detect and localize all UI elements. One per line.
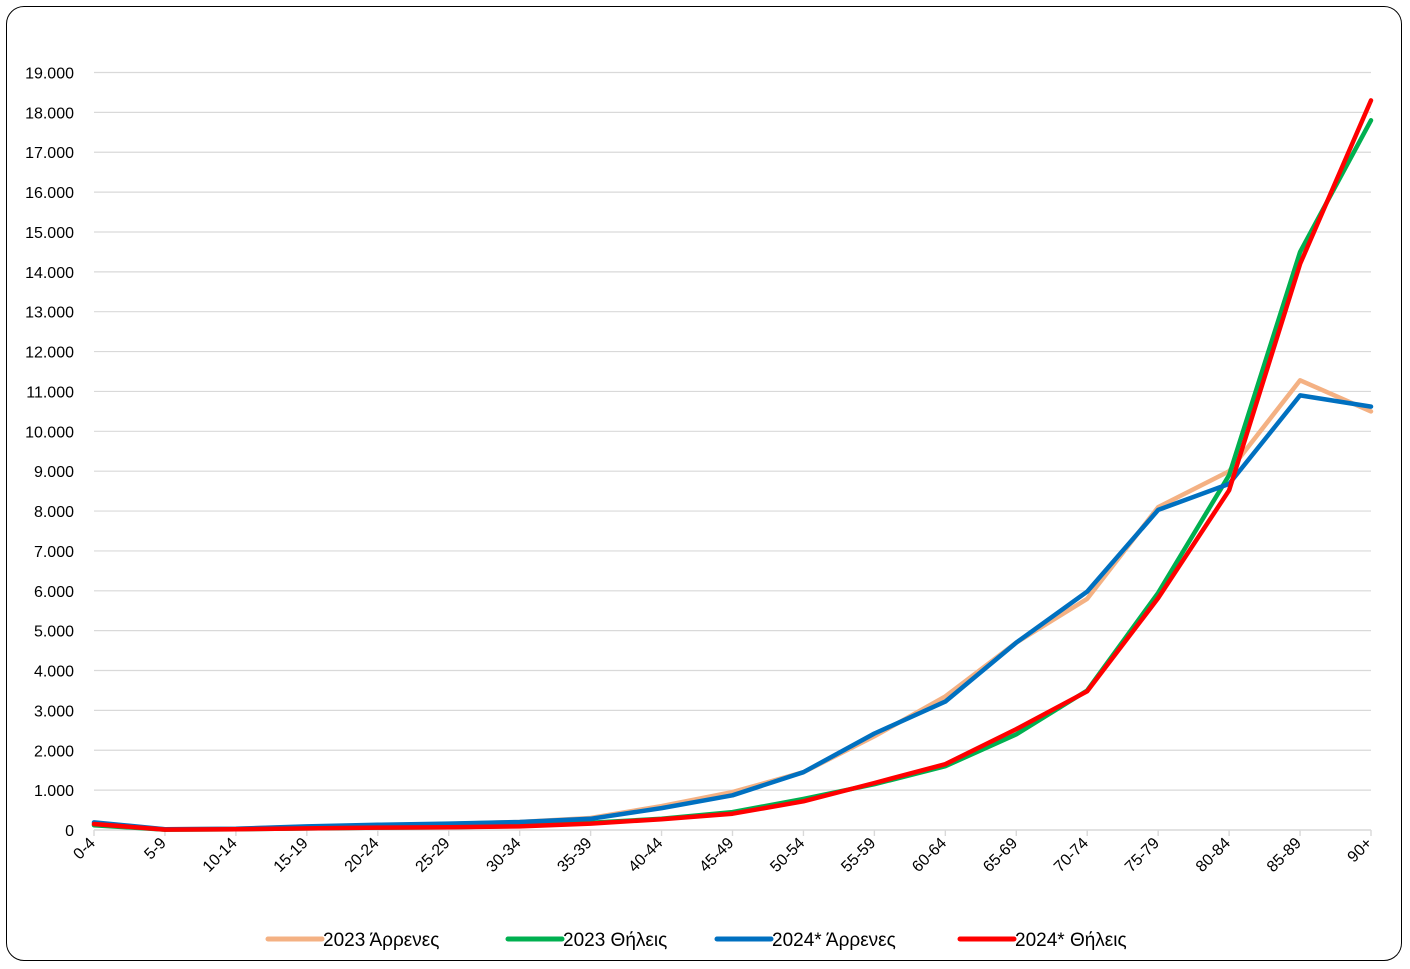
x-tick-label: 80-84: [1193, 835, 1234, 876]
x-tick-label: 55-59: [838, 835, 879, 876]
y-axis: 0 1.000 2.000 3.000 4.000 5.000 6.000 7.000 8.00…: [25, 66, 74, 841]
x-tick-label: 30-34: [484, 835, 525, 876]
legend-label: 2024* Άρρενες: [772, 930, 896, 951]
y-tick-label: 11.000: [26, 384, 74, 401]
legend-item: 2024* Άρρενες: [714, 930, 896, 951]
x-tick-label: 15-19: [271, 835, 312, 876]
legend-item: 2023 Θήλεις: [505, 930, 667, 951]
x-tick-label: 85-89: [1264, 835, 1305, 876]
y-tick-label: 10.000: [25, 424, 74, 441]
y-tick-label: 8.000: [34, 504, 74, 521]
series-line-3: [91, 393, 1374, 832]
x-tick-label: 50-54: [767, 835, 808, 876]
y-tick-label: 5.000: [34, 624, 74, 641]
x-tick-label: 90+: [1345, 835, 1376, 866]
y-tick-label: 4.000: [34, 664, 74, 681]
x-tick-label: 65-69: [980, 835, 1021, 876]
series-line-1: [91, 378, 1374, 832]
gridlines: [94, 71, 1371, 791]
y-tick-label: 14.000: [25, 265, 74, 282]
y-tick-label: 0: [65, 823, 74, 840]
legend: 2023 Άρρενες 2023 Θήλεις 2024* Άρρενες 2024…: [265, 930, 1127, 951]
x-tick-label: 45-49: [696, 835, 737, 876]
x-tick-label: 60-64: [909, 835, 950, 876]
y-tick-label: 15.000: [25, 225, 74, 242]
x-tick-label: 75-79: [1122, 835, 1163, 876]
x-axis: 0-4 5-9 10-14 15-19 20-24 25-29 30-34 35-39 40-4…: [70, 829, 1376, 876]
series-line-4: [91, 98, 1374, 832]
y-tick-label: 19.000: [25, 66, 74, 83]
y-tick-label: 16.000: [25, 185, 74, 202]
x-tick-label: 20-24: [342, 835, 383, 876]
y-tick-label: 18.000: [25, 105, 74, 122]
y-tick-label: 6.000: [34, 584, 74, 601]
x-tick-label: 5-9: [141, 835, 169, 863]
y-tick-label: 12.000: [25, 345, 74, 362]
y-tick-label: 7.000: [34, 544, 74, 561]
legend-label: 2023 Θήλεις: [563, 930, 667, 951]
legend-item: 2023 Άρρενες: [265, 930, 439, 951]
legend-label: 2024* Θήλεις: [1015, 930, 1127, 951]
legend-item: 2024* Θήλεις: [957, 930, 1127, 951]
y-tick-label: 3.000: [34, 703, 74, 720]
x-tick-label: 0-4: [70, 835, 98, 863]
series-line-2: [91, 118, 1374, 832]
y-tick-label: 13.000: [25, 305, 74, 322]
y-tick-label: 17.000: [25, 145, 74, 162]
y-tick-label: 9.000: [34, 464, 74, 481]
x-tick-label: 40-44: [625, 835, 666, 876]
x-tick-label: 25-29: [413, 835, 454, 876]
y-tick-label: 1.000: [34, 783, 74, 800]
y-tick-label: 2.000: [34, 743, 74, 760]
x-tick-label: 70-74: [1051, 835, 1092, 876]
series-lines: [91, 98, 1374, 832]
x-tick-label: 10-14: [200, 835, 241, 876]
legend-label: 2023 Άρρενες: [323, 930, 439, 951]
x-tick-label: 35-39: [554, 835, 595, 876]
